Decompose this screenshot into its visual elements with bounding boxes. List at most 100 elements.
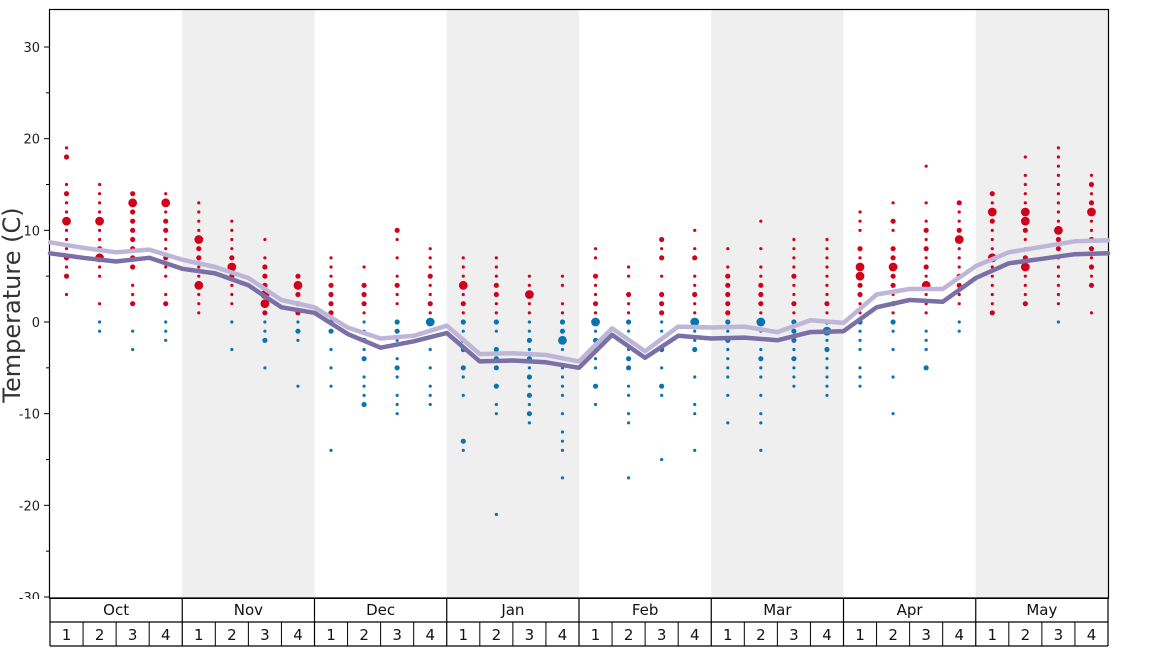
warm-dot (593, 256, 598, 260)
warm-dot (461, 274, 465, 278)
warm-dot (427, 301, 433, 307)
warm-dot (197, 219, 201, 223)
cold-dot (625, 365, 632, 371)
cold-dot (726, 329, 730, 333)
cold-dot (395, 412, 399, 416)
warm-dot (1089, 228, 1094, 232)
warm-dot (64, 237, 69, 242)
week-label: 4 (822, 626, 832, 644)
week-label: 3 (1054, 626, 1064, 644)
cold-dot (891, 329, 895, 333)
x-axis-background (0, 599, 1168, 647)
cold-dot (593, 402, 598, 407)
cold-dot (593, 366, 598, 370)
cold-dot (460, 319, 466, 325)
warm-dot (1087, 207, 1096, 217)
warm-dot (957, 256, 961, 260)
cold-dot (461, 448, 465, 452)
week-label: 3 (921, 626, 931, 644)
warm-dot (130, 227, 136, 233)
warm-dot (759, 274, 763, 278)
warm-dot (825, 311, 829, 315)
cold-dot (164, 338, 168, 342)
warm-dot (626, 302, 631, 306)
warm-dot (890, 282, 896, 288)
cold-dot (693, 448, 697, 452)
cold-dot (759, 393, 763, 397)
week-label: 4 (1087, 626, 1097, 644)
cold-dot (626, 393, 631, 397)
warm-dot (560, 283, 565, 287)
cold-dot (726, 375, 730, 379)
warm-dot (1023, 283, 1027, 287)
cold-dot (362, 320, 366, 324)
warm-dot (97, 182, 102, 187)
warm-dot (825, 265, 829, 269)
warm-dot (164, 192, 168, 196)
warm-dot (194, 235, 204, 244)
warm-dot (890, 218, 896, 224)
warm-dot (361, 301, 367, 307)
cold-dot (792, 347, 796, 352)
warm-dot (328, 282, 334, 288)
cold-dot (791, 328, 797, 334)
warm-dot (1088, 282, 1095, 288)
week-label: 3 (789, 626, 799, 644)
cold-dot (164, 329, 168, 333)
cold-dot (394, 365, 400, 371)
warm-dot (394, 227, 400, 233)
warm-dot (262, 310, 268, 316)
cold-dot (329, 448, 333, 452)
warm-dot (1089, 256, 1094, 260)
cold-dot (362, 393, 366, 397)
warm-dot (987, 207, 997, 217)
warm-dot (1023, 237, 1027, 242)
cold-dot (131, 347, 135, 352)
warm-dot (791, 273, 797, 279)
cold-dot (690, 317, 700, 327)
cold-dot (361, 401, 367, 408)
cold-dot (756, 317, 766, 327)
warm-dot (560, 311, 565, 315)
cold-dot (659, 383, 665, 389)
average-lines (47, 238, 1111, 371)
cold-dot (792, 375, 796, 379)
warm-dot (163, 227, 169, 233)
week-label: 1 (591, 626, 601, 644)
cold-dot (924, 338, 928, 342)
warm-dot (197, 292, 201, 297)
warm-dot (825, 247, 829, 251)
cold-dot (560, 393, 565, 397)
warm-dot (759, 311, 763, 315)
warm-dot (293, 280, 303, 290)
warm-dot (97, 192, 102, 196)
warm-dot (659, 236, 665, 243)
cold-dot (759, 375, 763, 379)
cold-dot (526, 392, 533, 398)
cold-dot (593, 329, 598, 333)
cold-dot (560, 476, 565, 480)
warm-dot (230, 292, 234, 297)
week-label: 1 (855, 626, 865, 644)
cold-dot (660, 329, 664, 333)
cold-dot (428, 347, 432, 352)
warm-dot (792, 283, 796, 287)
warm-dot (923, 264, 929, 270)
week-label: 2 (227, 626, 237, 644)
cold-dot (560, 448, 565, 452)
warm-dot (692, 255, 698, 261)
warm-dot (825, 256, 829, 260)
cold-dot (560, 439, 565, 443)
warm-dot (230, 228, 234, 232)
month-label: Mar (763, 601, 792, 619)
y-tick-label: 10 (23, 224, 40, 239)
cold-dot (858, 329, 862, 333)
cold-dot (759, 412, 763, 416)
warm-dot (1056, 219, 1061, 223)
cold-dot (957, 320, 961, 324)
warm-dot (130, 301, 136, 307)
warm-dot (1056, 283, 1061, 287)
cold-dot (527, 320, 532, 324)
cold-dot (759, 347, 763, 352)
warm-dot (428, 247, 432, 251)
